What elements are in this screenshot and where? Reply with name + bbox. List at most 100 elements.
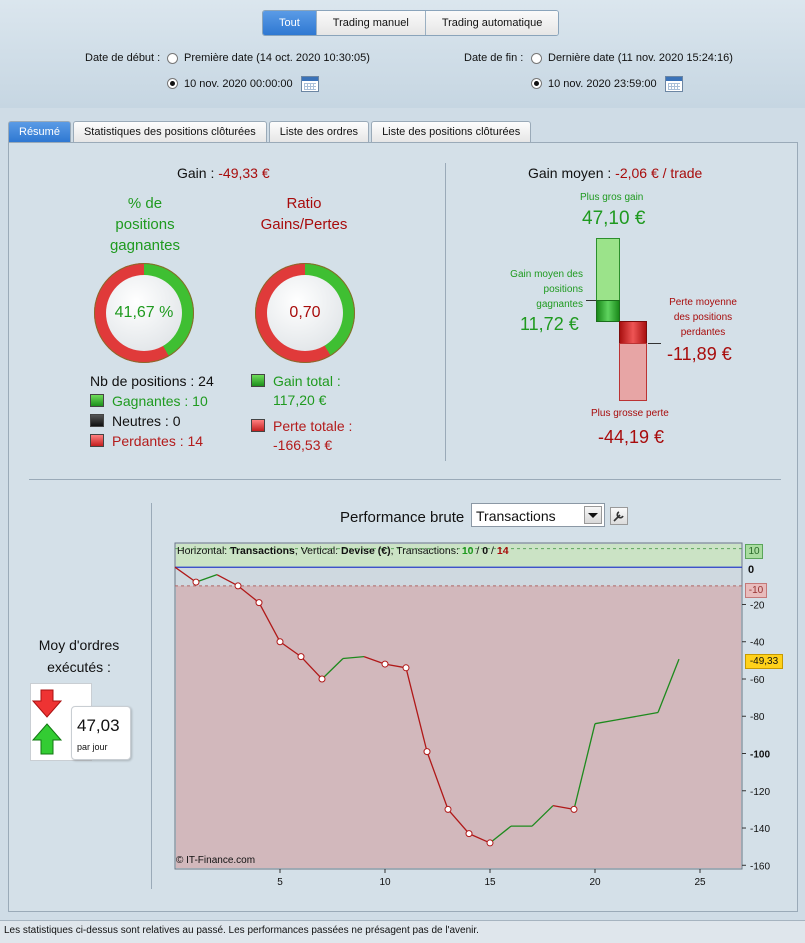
data-point — [486, 839, 494, 847]
perdantes: Perdantes : 14 — [112, 433, 204, 449]
series-segment — [258, 602, 281, 643]
start-first-radio[interactable] — [167, 53, 178, 64]
end-custom-radio[interactable] — [531, 78, 542, 89]
data-point — [297, 653, 305, 661]
info-prefix: Horizontal: — [177, 545, 231, 557]
perte-totale-value: -166,53 € — [273, 437, 333, 453]
perte-moyenne-line-3: perdantes — [680, 327, 726, 338]
end-last-label: Dernière date (11 nov. 2020 15:24:16) — [548, 52, 733, 64]
pct-winning-donut: 41,67 % — [94, 263, 194, 363]
plus-grosse-perte-value: -44,19 € — [598, 427, 665, 447]
header: Tout Trading manuel Trading automatique … — [0, 0, 805, 108]
gain-moyen-label: Gain moyen : — [528, 165, 612, 181]
end-calendar-icon[interactable] — [665, 76, 683, 92]
gain-total-label: Gain total : — [273, 373, 341, 389]
minus10-marker: -10 — [745, 583, 767, 598]
series-segment — [405, 667, 428, 752]
end-custom-value[interactable]: 10 nov. 2020 23:59:00 — [548, 78, 657, 90]
chart-info-line: Horizontal: Transactions, Vertical: Devi… — [177, 545, 509, 557]
tab-liste-ordres[interactable]: Liste des ordres — [268, 121, 370, 142]
info-mid: , Vertical: — [294, 545, 341, 557]
performance-select[interactable]: Transactions — [471, 503, 605, 527]
ratio-donut: 0,70 — [255, 263, 355, 363]
data-point — [255, 599, 263, 607]
tab-resume[interactable]: Résumé — [8, 121, 71, 142]
end-last-radio[interactable] — [531, 53, 542, 64]
perte-moyenne-label: Perte moyenne des positions perdantes — [665, 295, 741, 340]
summary-panel: Gain : -49,33 € % de positions gagnantes… — [8, 142, 798, 912]
series-segment — [363, 656, 386, 665]
perte-totale-label: Perte totale : — [273, 418, 353, 434]
series-segment — [531, 805, 554, 827]
mode-manuel-button[interactable]: Trading manuel — [316, 11, 426, 35]
orders-unit: par jour — [77, 742, 108, 752]
info-transactions: , Transactions: — [390, 545, 462, 557]
y-tick-label: -160 — [750, 861, 770, 872]
mode-selector: Tout Trading manuel Trading automatique — [262, 10, 560, 36]
series-segment — [384, 663, 407, 669]
pct-title-line-1: % de — [127, 195, 163, 212]
info-vertical: Devise (€) — [341, 545, 391, 557]
mode-auto-button[interactable]: Trading automatique — [425, 11, 559, 35]
wrench-settings-icon[interactable] — [610, 507, 628, 525]
series-segment — [447, 808, 470, 835]
gain-total-value: 117,20 € — [273, 392, 327, 408]
x-tick-label: 15 — [484, 877, 496, 888]
start-calendar-icon[interactable] — [301, 76, 319, 92]
x-tick-label: 5 — [277, 877, 283, 888]
data-point — [276, 638, 284, 646]
ratio-title-line-2: Gains/Pertes — [260, 216, 348, 233]
orders-title: Moy d'ordres exécutés : — [24, 634, 134, 678]
gain-moyen-arrow-icon — [586, 300, 596, 301]
losing-square-icon — [90, 434, 104, 447]
series-segment — [300, 656, 323, 680]
start-date-label: Date de début : — [85, 52, 161, 64]
start-custom-radio[interactable] — [167, 78, 178, 89]
y-tick-label: -120 — [750, 787, 770, 798]
orders-divider — [151, 503, 152, 889]
gain-moyen-pos-label: Gain moyen des positions gagnantes — [497, 267, 583, 312]
tab-stats-positions[interactable]: Statistiques des positions clôturées — [72, 121, 267, 142]
nb-positions: Nb de positions : 24 — [90, 373, 214, 389]
x-tick-label: 20 — [589, 877, 601, 888]
gain-value: -49,33 € — [218, 165, 270, 181]
horizontal-divider — [29, 479, 781, 480]
plus10-marker: 10 — [745, 544, 763, 559]
series-segment — [174, 566, 197, 583]
series-segment — [552, 805, 575, 811]
tab-bar: Résumé Statistiques des positions clôtur… — [8, 121, 533, 142]
data-point — [318, 675, 326, 683]
tab-liste-positions[interactable]: Liste des positions clôturées — [371, 121, 532, 142]
gain-total-square-icon — [251, 374, 265, 387]
perte-totale-square-icon — [251, 419, 265, 432]
perte-moyenne-value: -11,89 € — [667, 344, 732, 364]
orders-title-line-1: Moy d'ordres — [38, 637, 120, 653]
perte-moyenne-line-1: Perte moyenne — [669, 297, 737, 308]
info-lose-count: 14 — [496, 545, 509, 557]
negative-zone — [176, 585, 741, 868]
info-neutral-count: 0 — [482, 545, 489, 557]
data-point — [444, 805, 452, 813]
info-win-count: 10 — [461, 545, 474, 557]
select-chevron-down-icon[interactable] — [584, 506, 602, 524]
gain-moyen-value: -2,06 € / trade — [615, 165, 703, 181]
gain-moyen-pos-line-1: Gain moyen des — [510, 269, 583, 280]
performance-select-value: Transactions — [476, 508, 556, 524]
info-sep-1: / — [473, 545, 483, 557]
neutral-square-icon — [90, 414, 104, 427]
series-segment — [426, 751, 449, 810]
y-tick-label: -140 — [750, 824, 770, 835]
start-custom-value[interactable]: 10 nov. 2020 00:00:00 — [184, 78, 293, 90]
mode-tout-button[interactable]: Tout — [263, 11, 317, 35]
ratio-title: Ratio Gains/Pertes — [249, 193, 359, 235]
zero-label: 0 — [748, 564, 755, 576]
series-segment — [573, 723, 596, 810]
end-date-label: Date de fin : — [464, 52, 524, 64]
avg-loss-bar — [619, 321, 647, 344]
x-tick-label: 25 — [694, 877, 706, 888]
orders-value-box: 47,03 par jour — [71, 706, 131, 760]
data-point — [234, 582, 242, 590]
gain-moyen-pos-line-2: positions — [543, 284, 583, 295]
x-tick-label: 10 — [379, 877, 391, 888]
data-point — [381, 660, 389, 668]
